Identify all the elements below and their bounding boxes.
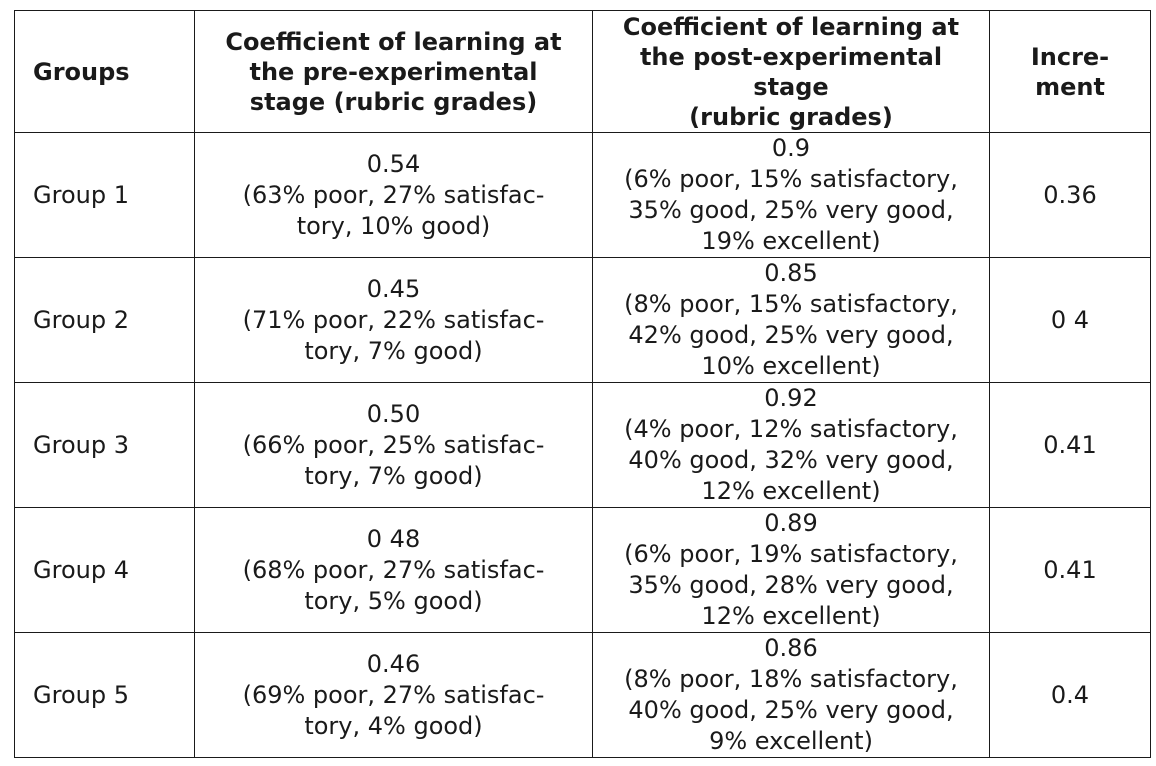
post-breakdown-line: 19% excellent) bbox=[701, 227, 881, 255]
pre-breakdown-line: tory, 10% good) bbox=[296, 211, 491, 240]
pre-value: 0.45 bbox=[366, 274, 421, 303]
increment-cell: 0.41 bbox=[989, 507, 1151, 633]
post-experimental-cell: 0.92 (4% poor, 12% satisfactory, 40% goo… bbox=[592, 382, 990, 508]
post-breakdown-line: 35% good, 28% very good, bbox=[628, 571, 954, 599]
post-breakdown-line: 35% good, 25% very good, bbox=[628, 196, 954, 224]
group-name-cell: Group 5 bbox=[14, 632, 195, 758]
group-name-cell: Group 4 bbox=[14, 507, 195, 633]
post-breakdown-line: 40% good, 32% very good, bbox=[628, 446, 954, 474]
post-breakdown-line: (4% poor, 12% satisfactory, bbox=[624, 415, 958, 443]
table-row: Group 2 0.45 (71% poor, 22% satisfac- to… bbox=[14, 257, 1151, 383]
header-post-line: (rubric grades) bbox=[689, 102, 893, 131]
post-experimental-cell: 0.89 (6% poor, 19% satisfactory, 35% goo… bbox=[592, 507, 990, 633]
header-increment: Incre- ment bbox=[989, 10, 1151, 133]
post-breakdown-line: (6% poor, 19% satisfactory, bbox=[624, 540, 958, 568]
pre-breakdown-line: (71% poor, 22% satisfac- bbox=[242, 305, 545, 334]
post-breakdown-line: 9% excellent) bbox=[709, 727, 873, 755]
group-name-cell: Group 2 bbox=[14, 257, 195, 383]
pre-breakdown-line: tory, 7% good) bbox=[304, 336, 483, 365]
table-row: Group 3 0.50 (66% poor, 25% satisfac- to… bbox=[14, 382, 1151, 508]
header-pre-line: the pre-experimental bbox=[249, 57, 538, 86]
pre-experimental-cell: 0.46 (69% poor, 27% satisfac- tory, 4% g… bbox=[194, 632, 593, 758]
post-breakdown-line: 42% good, 25% very good, bbox=[628, 321, 954, 349]
header-post-experimental: Coefficient of learning at the post-expe… bbox=[592, 10, 990, 133]
pre-experimental-cell: 0.45 (71% poor, 22% satisfac- tory, 7% g… bbox=[194, 257, 593, 383]
header-groups: Groups bbox=[14, 10, 195, 133]
group-name-cell: Group 3 bbox=[14, 382, 195, 508]
pre-experimental-cell: 0.50 (66% poor, 25% satisfac- tory, 7% g… bbox=[194, 382, 593, 508]
post-value: 0.86 bbox=[764, 634, 818, 662]
header-post-line: Coefficient of learning at bbox=[622, 12, 960, 41]
pre-breakdown-line: (69% poor, 27% satisfac- bbox=[242, 680, 545, 709]
results-table: Groups Coefficient of learning at the pr… bbox=[14, 10, 1151, 758]
post-value: 0.9 bbox=[771, 134, 811, 162]
post-value: 0.89 bbox=[764, 509, 818, 537]
pre-breakdown-line: (63% poor, 27% satisfac- bbox=[242, 180, 545, 209]
pre-experimental-cell: 0.54 (63% poor, 27% satisfac- tory, 10% … bbox=[194, 132, 593, 258]
group-name-cell: Group 1 bbox=[14, 132, 195, 258]
post-breakdown-line: (8% poor, 15% satisfactory, bbox=[624, 290, 958, 318]
header-post-line: the post-experimental bbox=[639, 42, 943, 71]
post-value: 0.85 bbox=[764, 259, 818, 287]
post-breakdown-line: 12% excellent) bbox=[701, 477, 881, 505]
post-experimental-cell: 0.86 (8% poor, 18% satisfactory, 40% goo… bbox=[592, 632, 990, 758]
post-breakdown-line: (8% poor, 18% satisfactory, bbox=[624, 665, 958, 693]
header-increment-line: ment bbox=[1035, 72, 1105, 101]
header-pre-line: Coefficient of learning at bbox=[225, 27, 562, 56]
table-row: Group 5 0.46 (69% poor, 27% satisfac- to… bbox=[14, 632, 1151, 758]
post-breakdown-line: 10% excellent) bbox=[701, 352, 881, 380]
table-row: Group 4 0 48 (68% poor, 27% satisfac- to… bbox=[14, 507, 1151, 633]
pre-breakdown-line: (68% poor, 27% satisfac- bbox=[242, 555, 545, 584]
post-experimental-cell: 0.9 (6% poor, 15% satisfactory, 35% good… bbox=[592, 132, 990, 258]
header-pre-line: stage (rubric grades) bbox=[249, 87, 538, 116]
header-increment-line: Incre- bbox=[1030, 42, 1110, 71]
pre-breakdown-line: (66% poor, 25% satisfac- bbox=[242, 430, 545, 459]
pre-breakdown-line: tory, 7% good) bbox=[304, 461, 483, 490]
header-pre-experimental: Coefficient of learning at the pre-exper… bbox=[194, 10, 593, 133]
increment-cell: 0 4 bbox=[989, 257, 1151, 383]
pre-value: 0.54 bbox=[366, 149, 421, 178]
post-breakdown-line: 12% excellent) bbox=[701, 602, 881, 630]
post-breakdown-line: (6% poor, 15% satisfactory, bbox=[624, 165, 958, 193]
increment-cell: 0.36 bbox=[989, 132, 1151, 258]
header-post-line: stage bbox=[753, 72, 829, 101]
pre-value: 0.46 bbox=[366, 649, 421, 678]
table-header-row: Groups Coefficient of learning at the pr… bbox=[14, 10, 1151, 133]
pre-value: 0.50 bbox=[366, 399, 421, 428]
post-value: 0.92 bbox=[764, 384, 818, 412]
pre-value: 0 48 bbox=[366, 524, 421, 553]
pre-breakdown-line: tory, 4% good) bbox=[304, 711, 483, 740]
table-row: Group 1 0.54 (63% poor, 27% satisfac- to… bbox=[14, 132, 1151, 258]
increment-cell: 0.4 bbox=[989, 632, 1151, 758]
pre-experimental-cell: 0 48 (68% poor, 27% satisfac- tory, 5% g… bbox=[194, 507, 593, 633]
post-experimental-cell: 0.85 (8% poor, 15% satisfactory, 42% goo… bbox=[592, 257, 990, 383]
pre-breakdown-line: tory, 5% good) bbox=[304, 586, 483, 615]
post-breakdown-line: 40% good, 25% very good, bbox=[628, 696, 954, 724]
increment-cell: 0.41 bbox=[989, 382, 1151, 508]
